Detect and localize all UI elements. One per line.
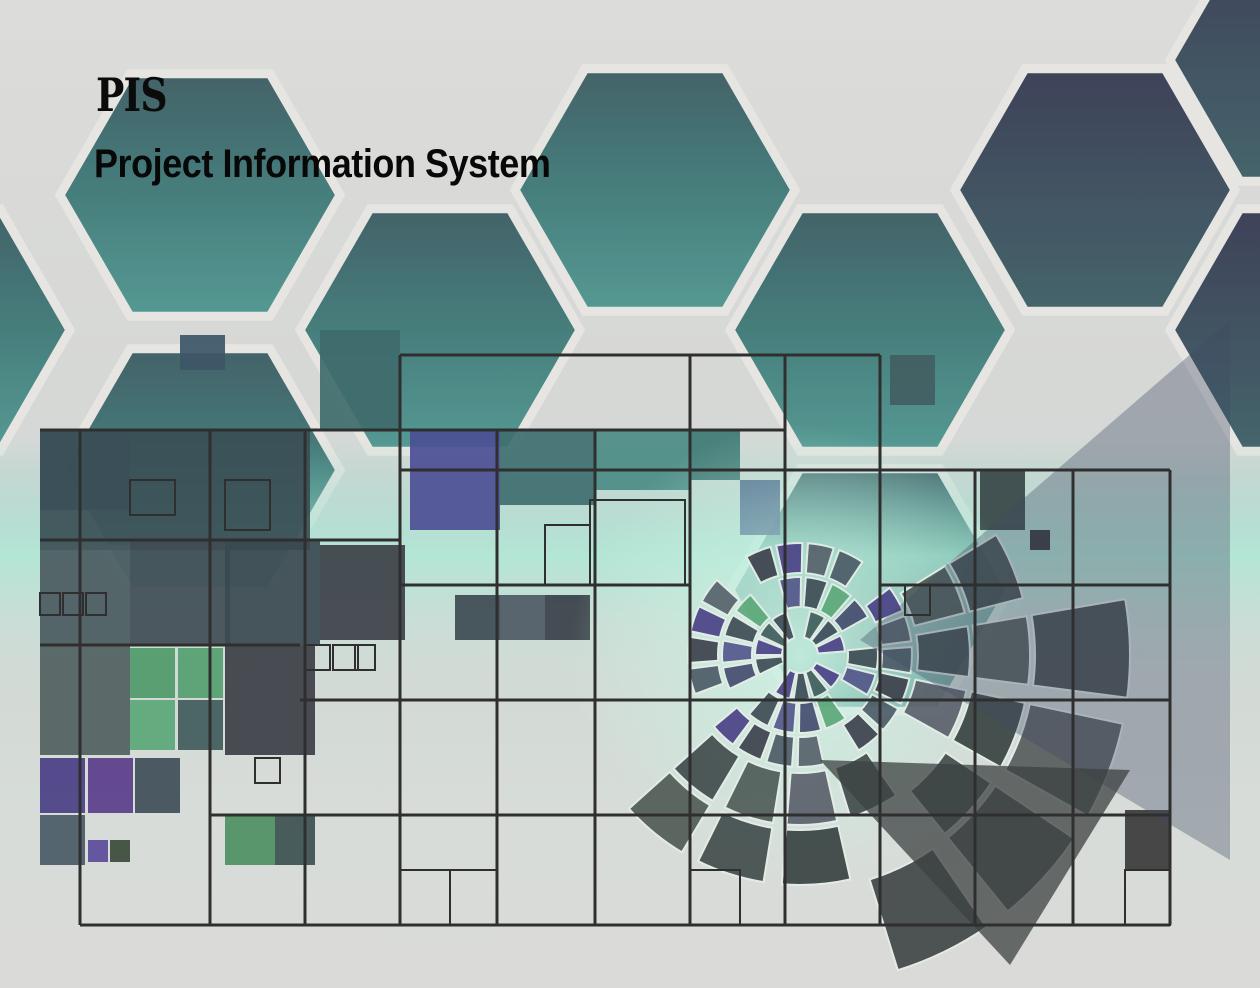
square-mosaic bbox=[40, 330, 1170, 870]
wheel-segment bbox=[796, 733, 825, 769]
grid-cell bbox=[85, 592, 107, 616]
wheel-segment bbox=[700, 578, 741, 618]
hexagon-tile bbox=[1164, 0, 1260, 186]
wheel-segment bbox=[846, 646, 879, 671]
mosaic-square bbox=[88, 758, 133, 813]
grid-lines bbox=[39, 353, 1172, 927]
app-abbreviation: PIS bbox=[96, 68, 168, 122]
grid-cell bbox=[62, 592, 84, 616]
wheel-segment bbox=[712, 705, 753, 746]
wheel-segment bbox=[734, 593, 772, 630]
mosaic-square bbox=[225, 815, 275, 865]
grid-cell bbox=[544, 524, 591, 586]
grid-cell bbox=[332, 644, 359, 671]
mosaic-square bbox=[410, 430, 500, 530]
wheel-segment bbox=[744, 545, 780, 585]
hexagon-tile bbox=[1164, 204, 1260, 456]
grid-cell bbox=[129, 479, 176, 516]
mosaic-square bbox=[130, 700, 175, 750]
mosaic-square bbox=[130, 648, 175, 698]
mosaic-square bbox=[1030, 530, 1050, 550]
hexagon-tile bbox=[949, 64, 1241, 316]
hexagon-tile bbox=[0, 204, 76, 456]
mosaic-square bbox=[320, 545, 405, 640]
mosaic-square bbox=[88, 840, 108, 862]
wheel-segment bbox=[696, 810, 774, 884]
wheel-segment bbox=[736, 721, 773, 762]
grid-cell bbox=[904, 584, 931, 616]
grid-cell bbox=[1124, 869, 1171, 926]
mosaic-square bbox=[320, 330, 400, 430]
wheel-segment bbox=[841, 711, 881, 752]
grid-cell bbox=[39, 592, 61, 616]
wheel-segment bbox=[775, 541, 804, 577]
wheel-segment bbox=[804, 667, 830, 700]
wheel-segment bbox=[723, 613, 761, 645]
app-title: Project Information System bbox=[94, 142, 551, 186]
wheel-segment bbox=[1030, 598, 1131, 699]
mosaic-square bbox=[1125, 810, 1170, 870]
grid-cell bbox=[224, 479, 271, 531]
wheel-segment bbox=[802, 609, 827, 642]
wheel-segment bbox=[868, 847, 988, 972]
wheel-segment bbox=[899, 564, 966, 628]
hexagon-tile bbox=[54, 69, 346, 321]
mosaic-square bbox=[180, 335, 225, 370]
wheel-segment bbox=[802, 576, 829, 612]
hexagon-tile bbox=[724, 204, 1016, 456]
wheel-segment bbox=[818, 582, 853, 621]
wheel-segment bbox=[810, 661, 842, 690]
mosaic-square bbox=[275, 815, 315, 865]
grid-cell bbox=[399, 869, 451, 926]
mosaic-square bbox=[40, 430, 130, 510]
mosaic-square bbox=[135, 758, 180, 813]
mosaic-square bbox=[40, 758, 85, 813]
grid-cell bbox=[689, 869, 741, 926]
wheel-segment bbox=[827, 548, 864, 589]
wheel-segment bbox=[915, 625, 971, 679]
wheel-segment bbox=[780, 824, 852, 886]
mosaic-square bbox=[178, 700, 223, 750]
mosaic-square bbox=[500, 430, 595, 505]
wheel-segment bbox=[809, 618, 841, 648]
radial-wheel bbox=[570, 320, 1230, 972]
wheel-segment bbox=[753, 637, 785, 656]
wheel-segment bbox=[832, 597, 870, 633]
wheel-segment bbox=[901, 678, 968, 740]
grid-cell bbox=[304, 644, 331, 671]
mosaic-square bbox=[130, 540, 230, 645]
wheel-segment bbox=[879, 645, 913, 675]
mosaic-square bbox=[110, 840, 130, 862]
wheel-segment bbox=[687, 635, 721, 665]
wheel-segment bbox=[947, 533, 1025, 613]
mosaic-square bbox=[980, 470, 1025, 530]
wheel-segment bbox=[814, 634, 846, 655]
mosaic-square bbox=[40, 645, 130, 755]
wheel-segment bbox=[864, 586, 905, 624]
wheel-segment bbox=[721, 639, 754, 664]
wheel-segment bbox=[839, 665, 877, 697]
mosaic-square bbox=[40, 815, 85, 865]
wheel-segment bbox=[754, 655, 786, 676]
wheel-segment bbox=[797, 699, 823, 735]
hexagon-tile bbox=[509, 64, 801, 316]
grid-cell bbox=[254, 757, 281, 784]
wheel-beam bbox=[860, 320, 1230, 860]
wheel-segment bbox=[804, 542, 835, 579]
wheel-segment bbox=[723, 759, 783, 825]
wheel-segment bbox=[765, 731, 796, 768]
mosaic-square bbox=[178, 648, 223, 698]
wheel-segment bbox=[872, 671, 911, 705]
grid-cell bbox=[354, 644, 376, 671]
wheel-segment bbox=[814, 692, 847, 730]
mosaic-square bbox=[890, 355, 935, 405]
wheel-segment bbox=[721, 661, 759, 691]
wheel-segment bbox=[785, 768, 839, 827]
mosaic-square bbox=[455, 595, 500, 640]
grid-cell bbox=[449, 869, 498, 926]
mosaic-square bbox=[500, 595, 545, 640]
